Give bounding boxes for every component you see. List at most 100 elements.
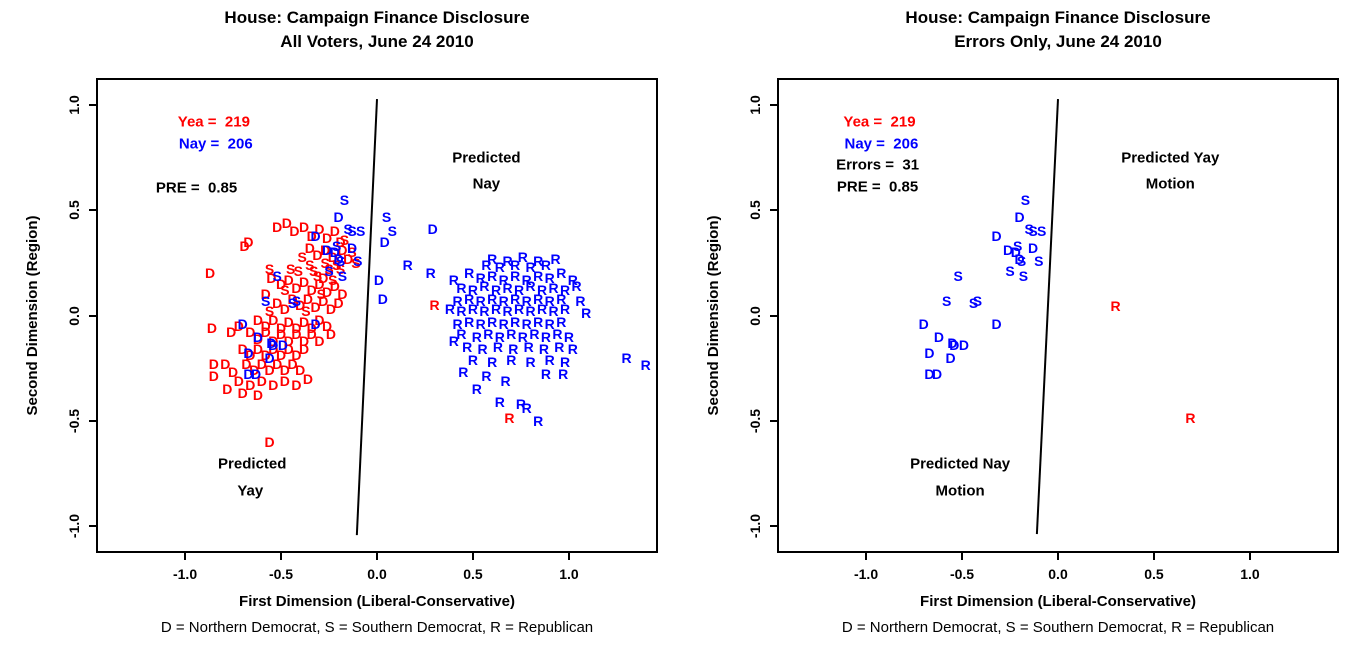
data-point-R: R bbox=[490, 282, 502, 299]
data-point-D: D bbox=[924, 366, 935, 383]
data-point-R: R bbox=[477, 341, 488, 358]
data-point-D: D bbox=[945, 349, 956, 366]
data-point-D: D bbox=[299, 332, 310, 349]
data-point-D: D bbox=[318, 292, 329, 309]
data-point-R: R bbox=[556, 313, 567, 330]
data-point-R: R bbox=[556, 265, 567, 282]
data-point-D: D bbox=[306, 282, 317, 299]
data-point-R: R bbox=[452, 292, 463, 309]
data-point-D: D bbox=[299, 341, 310, 358]
data-point-R: R bbox=[467, 282, 479, 299]
data-point-R: R bbox=[494, 328, 505, 345]
data-point-S: S bbox=[381, 208, 392, 225]
data-point-D: D bbox=[333, 250, 344, 267]
data-point-R: R bbox=[544, 351, 555, 368]
data-point-R: R bbox=[481, 368, 492, 385]
data-point-S: S bbox=[968, 294, 979, 311]
data-point-D: D bbox=[241, 355, 252, 372]
data-point-S: S bbox=[339, 191, 350, 208]
data-point-S: S bbox=[297, 248, 307, 265]
data-point-D: D bbox=[312, 246, 323, 263]
x-axis-title: First Dimension (Liberal-Conservative) bbox=[239, 593, 515, 610]
y-tick bbox=[770, 104, 777, 107]
y-tick-label: 0.0 bbox=[66, 305, 82, 326]
x-tick-label: 1.0 bbox=[1240, 566, 1260, 582]
annotation-label: Yea = 219 bbox=[843, 113, 916, 131]
data-point-R: R bbox=[506, 351, 517, 368]
y-tick-label: -1.0 bbox=[66, 513, 82, 538]
data-point-R: R bbox=[1110, 298, 1121, 315]
data-point-D: D bbox=[322, 318, 333, 334]
data-point-S: S bbox=[305, 257, 315, 274]
data-point-S: S bbox=[347, 244, 357, 261]
data-point-S: S bbox=[291, 292, 302, 309]
plot-title-block: House: Campaign Finance Disclosure Error… bbox=[777, 6, 1339, 54]
data-point-D: D bbox=[243, 345, 254, 362]
data-point-D: D bbox=[947, 334, 958, 351]
data-point-S: S bbox=[356, 223, 366, 240]
data-point-D: D bbox=[268, 336, 279, 353]
data-point-R: R bbox=[640, 356, 651, 373]
data-point-D: D bbox=[275, 347, 287, 364]
plot-title-block: House: Campaign Finance Disclosure All V… bbox=[96, 6, 658, 54]
data-point-D: D bbox=[245, 324, 256, 341]
data-point-S: S bbox=[1016, 252, 1027, 269]
data-point-D: D bbox=[333, 208, 344, 225]
data-point-R: R bbox=[575, 292, 586, 309]
data-point-D: D bbox=[1014, 208, 1025, 225]
data-point-D: D bbox=[245, 347, 256, 364]
y-tick bbox=[770, 314, 777, 317]
data-point-R: R bbox=[525, 278, 536, 295]
cutting-line-layer bbox=[1035, 98, 1059, 535]
annotation-label: Yea = 219 bbox=[177, 113, 250, 131]
data-point-D: D bbox=[277, 336, 288, 353]
data-point-D: D bbox=[991, 227, 1002, 244]
data-point-D: D bbox=[260, 324, 271, 341]
x-tick bbox=[1057, 553, 1059, 560]
data-point-R: R bbox=[554, 339, 565, 356]
data-point-D: D bbox=[249, 362, 260, 379]
data-point-D: D bbox=[335, 233, 346, 250]
data-point-D: D bbox=[220, 355, 231, 372]
data-point-R: R bbox=[452, 315, 463, 332]
data-point-D: D bbox=[279, 301, 290, 318]
data-point-R: R bbox=[533, 290, 544, 307]
data-point-D: D bbox=[991, 315, 1002, 332]
data-point-R: R bbox=[492, 339, 503, 356]
data-point-D: D bbox=[260, 347, 271, 364]
annotation-label: PRE = 0.85 bbox=[836, 178, 919, 196]
data-point-D: D bbox=[327, 248, 338, 265]
cutting-line bbox=[1035, 98, 1059, 535]
data-point-R: R bbox=[556, 290, 567, 307]
data-point-D: D bbox=[320, 242, 331, 259]
data-point-D: D bbox=[918, 315, 929, 332]
data-point-R: R bbox=[523, 339, 534, 356]
data-point-S: S bbox=[1034, 252, 1044, 269]
x-tick bbox=[567, 553, 570, 560]
x-tick-label: 0.5 bbox=[463, 566, 483, 582]
data-point-R: R bbox=[525, 353, 536, 370]
data-point-S: S bbox=[261, 292, 271, 309]
data-point-R: R bbox=[560, 282, 571, 299]
plot-area: S D D S S D S D D S S S S S S S D D D D D D D D D S D S D R R Yea = 219… bbox=[777, 78, 1339, 553]
data-point-S: S bbox=[953, 267, 963, 284]
y-tick bbox=[770, 209, 777, 212]
data-point-D: D bbox=[295, 296, 306, 313]
data-point-D: D bbox=[337, 286, 348, 303]
data-point-D: D bbox=[275, 320, 287, 337]
plot-subtitle: All Voters, June 24 2010 bbox=[280, 32, 474, 51]
data-point-D: D bbox=[252, 328, 264, 345]
cutting-line-layer bbox=[355, 98, 378, 536]
data-point-D: D bbox=[933, 328, 945, 345]
data-point-R: R bbox=[464, 290, 475, 307]
data-point-S: S bbox=[316, 286, 326, 303]
cutting-line bbox=[355, 98, 378, 536]
y-tick bbox=[89, 314, 96, 317]
data-point-S: S bbox=[308, 263, 319, 280]
data-point-R: R bbox=[456, 326, 467, 343]
y-tick-label: 0.5 bbox=[66, 200, 82, 221]
data-point-R: R bbox=[567, 341, 578, 358]
y-tick bbox=[770, 524, 777, 527]
plot-title: House: Campaign Finance Disclosure bbox=[224, 8, 530, 27]
annotation-label: PRE = 0.85 bbox=[155, 179, 238, 197]
